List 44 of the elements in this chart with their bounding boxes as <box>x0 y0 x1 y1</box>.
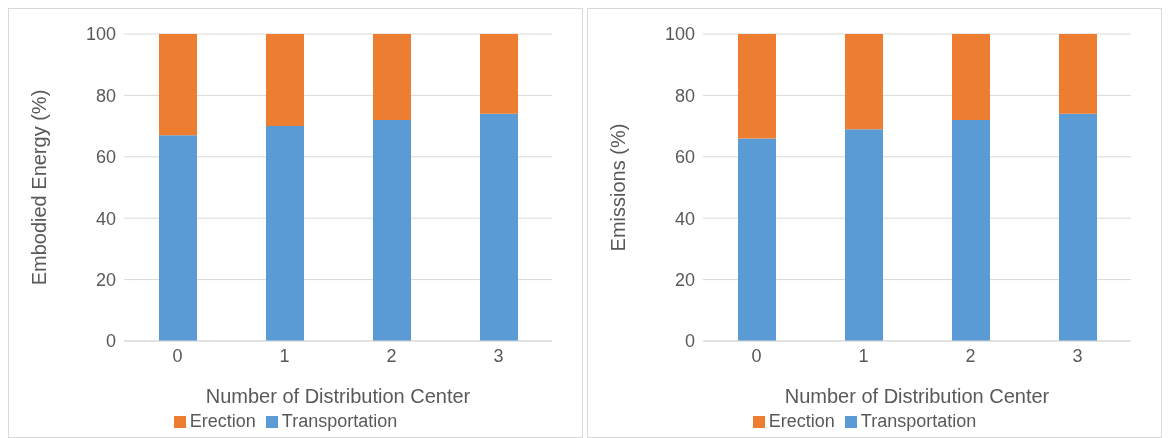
x-tick-label: 1 <box>858 345 869 366</box>
x-tick-label: 2 <box>965 345 976 366</box>
bar <box>159 135 197 341</box>
y-tick-label: 100 <box>85 24 116 45</box>
y-tick-label: 0 <box>684 331 695 352</box>
bar <box>1059 34 1097 114</box>
x-tick-label: 0 <box>172 345 183 366</box>
bar <box>952 34 990 120</box>
bar <box>266 126 304 341</box>
bar <box>373 34 411 120</box>
legend-label: Transportation <box>860 411 977 431</box>
legend-label: Erection <box>189 411 256 431</box>
bar <box>373 119 411 341</box>
y-tick-label: 20 <box>95 269 116 290</box>
bar <box>159 34 197 136</box>
x-tick-label: 3 <box>493 345 504 366</box>
y-tick-label: 80 <box>674 85 695 106</box>
bar <box>845 34 883 130</box>
y-axis-title: Embodied Energy (%) <box>28 89 51 286</box>
x-tick-label: 3 <box>1072 345 1083 366</box>
y-tick-label: 60 <box>95 147 116 168</box>
x-axis-title: Number of Distribution Center <box>784 385 1050 407</box>
y-tick-label: 80 <box>95 85 116 106</box>
legend-label: Transportation <box>281 411 398 431</box>
bar <box>480 34 518 114</box>
y-tick-label: 100 <box>664 24 695 45</box>
y-tick-label: 40 <box>674 208 695 229</box>
x-tick-label: 2 <box>386 345 397 366</box>
bar <box>266 34 304 127</box>
bar <box>738 138 776 341</box>
x-tick-label: 1 <box>279 345 290 366</box>
bar <box>1059 113 1097 341</box>
bar <box>480 113 518 341</box>
y-tick-label: 0 <box>105 331 116 352</box>
y-tick-label: 20 <box>674 269 695 290</box>
bar <box>845 129 883 341</box>
x-tick-label: 0 <box>751 345 762 366</box>
y-tick-label: 60 <box>674 147 695 168</box>
bar <box>738 34 776 139</box>
y-tick-label: 40 <box>95 208 116 229</box>
y-axis-title: Emissions (%) <box>607 123 630 252</box>
legend-label: Erection <box>768 411 835 431</box>
x-axis-title: Number of Distribution Center <box>205 385 471 407</box>
bar <box>952 119 990 341</box>
